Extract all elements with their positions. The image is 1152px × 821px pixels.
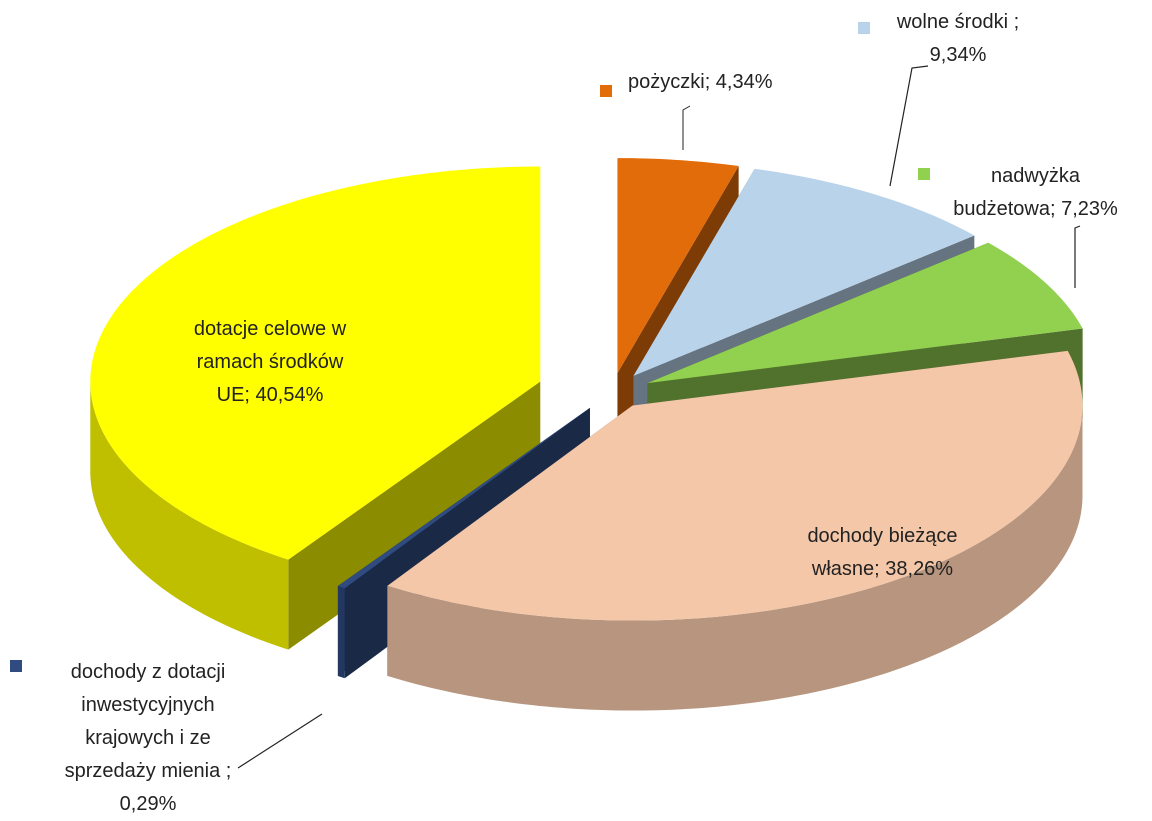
label-key (600, 85, 612, 97)
slice (617, 158, 739, 374)
label-key (918, 168, 930, 180)
data-label: dochody bieżące własne; 38,26% (807, 525, 958, 580)
leader-line (682, 105, 691, 150)
pie-tops (90, 158, 1083, 621)
leader-line (237, 713, 323, 769)
slice-side (387, 405, 1083, 711)
data-label: dochody z dotacji inwestycyjnych krajowy… (64, 661, 232, 815)
slice (387, 350, 1083, 621)
label-key (858, 22, 870, 34)
slice (90, 166, 541, 560)
slice (647, 242, 1083, 384)
data-label: pożyczki; 4,34% (628, 71, 773, 93)
slice (633, 168, 975, 376)
data-label: nadwyżka budżetowa; 7,23% (953, 165, 1118, 220)
slice (337, 407, 590, 589)
leader-line (1074, 225, 1081, 288)
data-label: wolne środki ; 9,34% (896, 11, 1020, 66)
data-label: dotacje celowe w ramach środków UE; 40,5… (193, 318, 347, 406)
slice-side (90, 381, 289, 650)
leader-line (889, 65, 929, 187)
label-key (10, 660, 22, 672)
slice-side (337, 586, 345, 679)
label-key (156, 322, 168, 334)
